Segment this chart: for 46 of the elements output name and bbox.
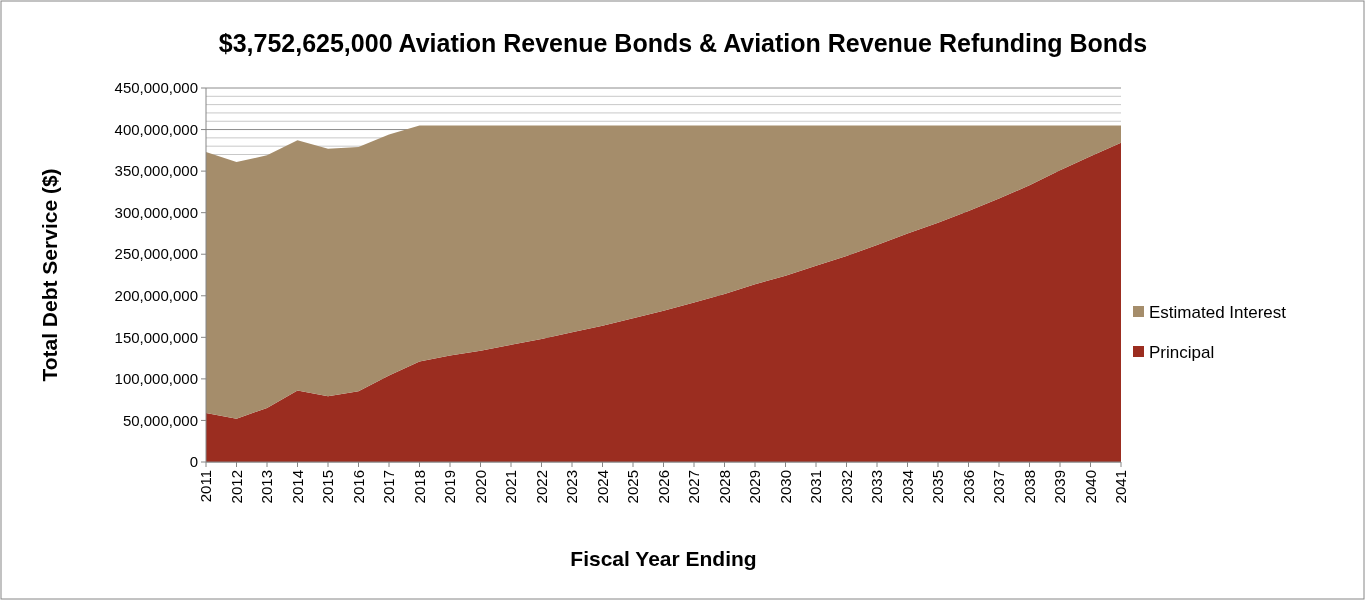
x-tick-label: 2033 [868, 470, 885, 504]
x-tick-label: 2021 [502, 470, 519, 504]
y-tick-label: 450,000,000 [114, 79, 198, 97]
x-tick-label: 2020 [471, 470, 489, 504]
x-tick-label: 2039 [1051, 470, 1068, 504]
legend-label: Estimated Interest [1149, 302, 1287, 322]
y-tick-label: 250,000,000 [114, 245, 198, 263]
x-tick-label: 2013 [258, 470, 275, 504]
x-tick-label: 2018 [410, 470, 428, 504]
y-tick-label: 200,000,000 [114, 287, 198, 305]
y-axis-title: Total Debt Service ($) [38, 168, 61, 382]
x-tick-label: 2012 [227, 470, 245, 504]
y-tick-label: 50,000,000 [122, 411, 198, 429]
x-tick-label: 2030 [776, 470, 794, 504]
x-tick-label: 2032 [837, 470, 855, 504]
y-tick-label: 100,000,000 [114, 370, 198, 388]
y-tick-label: 0 [189, 453, 198, 471]
x-tick-label: 2023 [563, 470, 580, 504]
x-tick-label: 2024 [593, 470, 611, 504]
x-tick-label: 2041 [1112, 470, 1129, 504]
x-tick-label: 2036 [959, 470, 977, 504]
x-tick-label: 2015 [319, 470, 336, 504]
x-tick-label: 2011 [197, 470, 214, 503]
x-tick-label: 2034 [898, 470, 916, 504]
x-tick-label: 2027 [685, 470, 702, 504]
x-tick-label: 2017 [380, 470, 397, 504]
x-tick-label: 2031 [807, 470, 824, 504]
x-tick-label: 2019 [441, 470, 458, 504]
y-tick-label: 150,000,000 [114, 328, 198, 346]
y-tick-label: 300,000,000 [114, 203, 198, 221]
x-tick-label: 2037 [990, 470, 1007, 504]
x-tick-label: 2035 [929, 470, 946, 504]
x-tick-label: 2026 [654, 470, 672, 504]
x-tick-label: 2025 [624, 470, 641, 504]
y-tick-label: 400,000,000 [114, 120, 198, 138]
x-tick-label: 2016 [349, 470, 367, 504]
x-tick-label: 2028 [715, 470, 733, 504]
x-tick-label: 2029 [746, 470, 763, 504]
x-tick-label: 2014 [288, 470, 306, 504]
x-tick-label: 2038 [1020, 470, 1038, 504]
x-tick-label: 2040 [1081, 470, 1099, 504]
x-axis-title: Fiscal Year Ending [570, 547, 757, 570]
legend-label: Principal [1149, 342, 1215, 362]
x-tick-label: 2022 [532, 470, 550, 504]
y-tick-label: 350,000,000 [114, 162, 198, 180]
chart-title: $3,752,625,000 Aviation Revenue Bonds & Aviation Revenue Refunding Bonds [218, 29, 1148, 57]
